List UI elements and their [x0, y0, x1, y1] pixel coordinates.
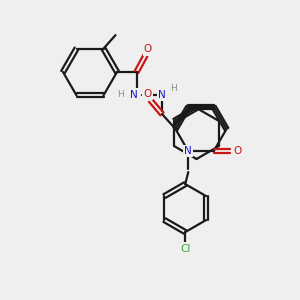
Text: N: N [130, 89, 138, 100]
Text: O: O [233, 146, 241, 156]
Text: Cl: Cl [180, 244, 190, 254]
Text: H: H [170, 84, 177, 93]
Text: N: N [158, 89, 166, 100]
Text: O: O [144, 44, 152, 55]
Text: O: O [143, 89, 152, 99]
Text: H: H [118, 90, 124, 99]
Text: N: N [184, 146, 192, 156]
